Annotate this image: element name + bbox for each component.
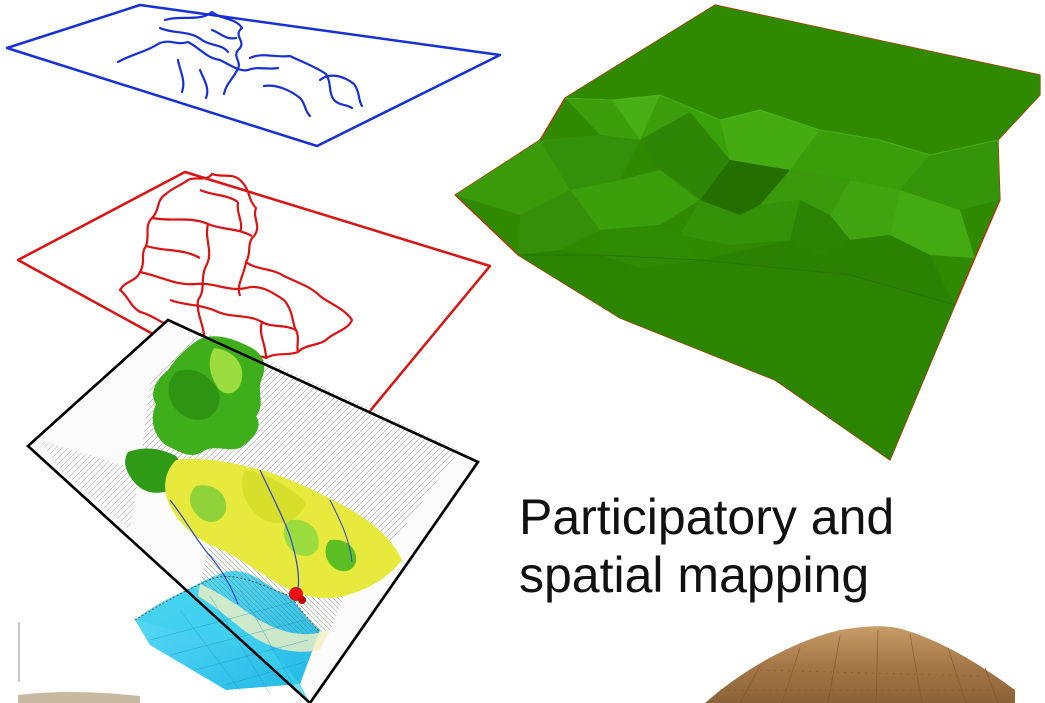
coastline [134,576,321,633]
farmland-area [198,584,330,652]
terrain-facet [518,250,955,460]
district-line [151,216,253,237]
farmland-area [242,470,306,524]
district-outline [118,172,354,360]
terrain-facet [900,140,1000,210]
river-line [248,54,354,110]
terrain-facet [518,190,600,255]
terrain-facet [700,235,955,305]
terrain-facet [455,140,570,215]
district-line [169,298,297,332]
boundaries-layer [16,170,492,442]
terrain-facet [830,180,900,240]
river-line [158,26,230,54]
terrain-model [454,4,1041,461]
sea-area [135,588,310,703]
terrain-ridge [518,254,956,306]
thatched-roof-photo [705,626,1015,703]
district-line [197,223,211,301]
forest-area [325,539,357,572]
river-line [210,28,238,40]
map-river [169,499,239,605]
district-line [236,201,243,233]
light-forest-area [209,348,243,394]
map-border-inner [26,318,480,703]
district-line [283,299,300,353]
river-line [116,40,280,72]
caption-line-1: Participatory and [519,489,895,545]
terrain-facet [612,95,660,140]
terrain-facet [600,225,700,268]
sea-grid [149,589,309,695]
terrain-facet [570,170,700,230]
terrain-facet [680,200,800,245]
river-line [163,10,244,96]
terrain-facet [540,135,640,190]
district-line [259,321,268,359]
land-use-map-layer [26,318,480,703]
terrain-ridge [564,94,999,156]
map-river [329,499,353,563]
forest-area [168,369,220,421]
district-line [199,188,239,203]
terrain-facet [640,112,730,200]
district-line [139,270,285,301]
district-line [237,261,248,297]
terrain-facet [760,170,850,215]
thatch-texture [720,629,999,703]
bottom-left-photo-fragment [18,622,140,703]
river-line [176,58,185,94]
settlement-marker [298,596,306,604]
rivers-layer [5,3,502,148]
terrain-facet [720,110,820,170]
terrain-facet [565,5,1040,155]
hatched-terrain [40,440,140,530]
caption-line-2: spatial mapping [519,547,870,603]
slide-caption: Participatory and spatial mapping [519,488,1019,604]
river-line [198,68,209,100]
river-line [262,84,312,118]
terrain-facet [700,160,790,215]
light-forest-area [190,485,227,522]
river-line [318,74,364,108]
thatched-roof [705,626,1015,703]
district-line [145,244,201,259]
terrain-facet [790,200,850,255]
map-river [259,469,300,591]
terrain-facet [890,190,975,258]
rivers-layer-frame [5,3,502,148]
